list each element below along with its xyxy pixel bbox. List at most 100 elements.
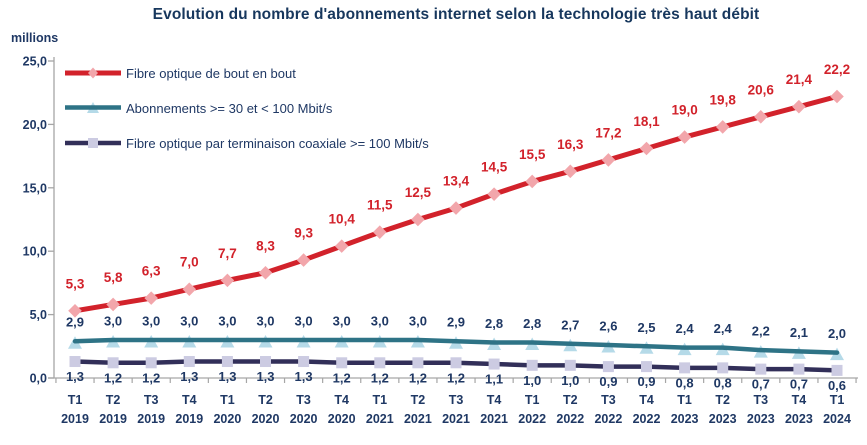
x-tick-label-year: 2021 bbox=[442, 412, 470, 426]
data-label: 1,3 bbox=[295, 369, 313, 384]
data-label: 2,7 bbox=[561, 317, 579, 332]
data-label: 18,1 bbox=[633, 114, 660, 129]
y-tick-label: 10,0 bbox=[23, 245, 47, 259]
data-label: 1,2 bbox=[371, 370, 389, 385]
data-label: 0,7 bbox=[790, 377, 808, 392]
x-tick-label-year: 2022 bbox=[594, 412, 622, 426]
square-marker-icon bbox=[88, 138, 98, 148]
x-tick-label-quarter: T2 bbox=[106, 393, 121, 407]
data-point-marker bbox=[68, 303, 82, 318]
data-label: 5,8 bbox=[104, 270, 123, 285]
legend-line-square-icon bbox=[65, 138, 121, 148]
x-tick-label-year: 2020 bbox=[290, 412, 318, 426]
legend-label: Fibre optique de bout en bout bbox=[126, 65, 296, 81]
y-tick-label: 0,0 bbox=[30, 372, 47, 386]
data-label: 1,3 bbox=[66, 369, 84, 384]
x-tick-label-quarter: T2 bbox=[563, 393, 578, 407]
diamond-marker-icon bbox=[88, 67, 98, 79]
data-label: 19,8 bbox=[710, 92, 737, 107]
data-point-marker bbox=[107, 357, 119, 369]
data-point-marker bbox=[639, 141, 654, 156]
data-label: 1,3 bbox=[180, 369, 198, 384]
x-axis-labels: T1 2019 T2 2019 T3 2019 T4 2019 T1 2020 T2 2020 T3 20… bbox=[61, 393, 851, 426]
data-point-marker bbox=[145, 357, 157, 369]
data-point-marker bbox=[182, 282, 197, 297]
data-point-marker bbox=[602, 361, 614, 373]
data-label: 15,5 bbox=[519, 147, 546, 162]
data-point-marker bbox=[601, 153, 616, 167]
y-axis-ticks: 0,0 5,0 10,0 15,0 20,0 25,0 bbox=[23, 55, 54, 386]
data-label: 3,0 bbox=[104, 313, 122, 328]
chart-legend: Fibre optique de bout en bout Abonnement… bbox=[64, 64, 429, 169]
data-point-marker bbox=[755, 363, 767, 375]
data-point-marker bbox=[717, 362, 729, 374]
legend-entry-abonnements-30-100: Abonnements >= 30 et < 100 Mbit/s bbox=[64, 99, 429, 117]
x-tick-label-year: 2023 bbox=[747, 412, 775, 426]
data-label: 2,6 bbox=[599, 319, 617, 334]
x-tick-label-quarter: T1 bbox=[373, 393, 388, 407]
data-label: 21,4 bbox=[786, 72, 813, 87]
data-point-marker bbox=[488, 358, 500, 370]
data-label: 2,0 bbox=[828, 326, 846, 341]
x-tick-label-quarter: T4 bbox=[792, 393, 807, 407]
x-tick-label-year: 2020 bbox=[252, 412, 280, 426]
data-label: 2,9 bbox=[447, 315, 465, 330]
x-tick-label-year: 2020 bbox=[213, 412, 241, 426]
data-point-marker bbox=[830, 89, 844, 104]
data-label: 2,8 bbox=[523, 316, 541, 331]
data-label: 3,0 bbox=[371, 313, 389, 328]
data-point-marker bbox=[220, 273, 235, 288]
data-label: 1,3 bbox=[218, 369, 236, 384]
data-label: 0,9 bbox=[637, 374, 655, 389]
x-tick-label-quarter: T4 bbox=[487, 393, 502, 407]
data-label: 1,0 bbox=[523, 373, 541, 388]
data-label: 9,3 bbox=[294, 226, 313, 241]
data-label: 1,2 bbox=[142, 370, 160, 385]
data-label: 2,5 bbox=[637, 320, 655, 335]
data-label: 0,8 bbox=[714, 375, 732, 390]
data-point-marker bbox=[792, 99, 806, 114]
data-label: 1,2 bbox=[104, 370, 122, 385]
data-point-marker bbox=[221, 356, 233, 368]
series-1: 2,9 3,0 3,0 3,0 3,0 3,0 3,0 3,0 3,0 3,0 2,9 2,8 2,8 2… bbox=[66, 313, 846, 361]
x-tick-label-quarter: T1 bbox=[68, 393, 83, 407]
data-point-marker bbox=[69, 356, 81, 368]
x-tick-label-quarter: T3 bbox=[601, 393, 616, 407]
x-tick-label-quarter: T1 bbox=[830, 393, 845, 407]
x-tick-label-year: 2019 bbox=[99, 412, 127, 426]
y-tick-label: 25,0 bbox=[23, 55, 47, 69]
x-tick-label-year: 2022 bbox=[633, 412, 661, 426]
x-tick-label-quarter: T1 bbox=[220, 393, 235, 407]
x-tick-label-quarter: T4 bbox=[334, 393, 349, 407]
x-tick-label-quarter: T4 bbox=[639, 393, 654, 407]
data-label: 11,5 bbox=[367, 198, 393, 213]
data-label: 2,4 bbox=[676, 321, 695, 336]
data-label: 6,3 bbox=[142, 264, 161, 279]
x-tick-label-year: 2020 bbox=[328, 412, 356, 426]
data-label: 3,0 bbox=[409, 313, 427, 328]
data-label: 3,0 bbox=[180, 313, 198, 328]
series-line bbox=[72, 337, 840, 355]
data-point-marker bbox=[487, 187, 501, 201]
data-point-marker bbox=[793, 363, 805, 375]
data-label: 17,2 bbox=[595, 125, 621, 140]
data-label: 1,2 bbox=[333, 370, 351, 385]
data-label: 8,3 bbox=[256, 238, 275, 253]
series-2: 1,3 1,2 1,2 1,3 1,3 1,3 1,3 1,2 1,2 1,2 1,2 1,1 1,0 1… bbox=[66, 356, 846, 393]
x-tick-label-year: 2019 bbox=[61, 412, 89, 426]
data-point-marker bbox=[412, 357, 424, 369]
data-point-marker bbox=[641, 361, 652, 373]
data-point-marker bbox=[144, 291, 158, 305]
data-label: 2,9 bbox=[66, 315, 84, 330]
data-label: 2,2 bbox=[752, 324, 770, 339]
data-label: 3,0 bbox=[295, 313, 313, 328]
data-label: 19,0 bbox=[671, 103, 697, 118]
legend-label: Fibre optique par terminaison coaxiale >… bbox=[126, 135, 429, 151]
x-tick-label-year: 2022 bbox=[556, 412, 584, 426]
x-tick-label-quarter: T1 bbox=[525, 393, 540, 407]
data-label: 16,3 bbox=[557, 137, 584, 152]
x-tick-label-quarter: T4 bbox=[182, 393, 197, 407]
x-tick-label-quarter: T3 bbox=[754, 393, 769, 407]
